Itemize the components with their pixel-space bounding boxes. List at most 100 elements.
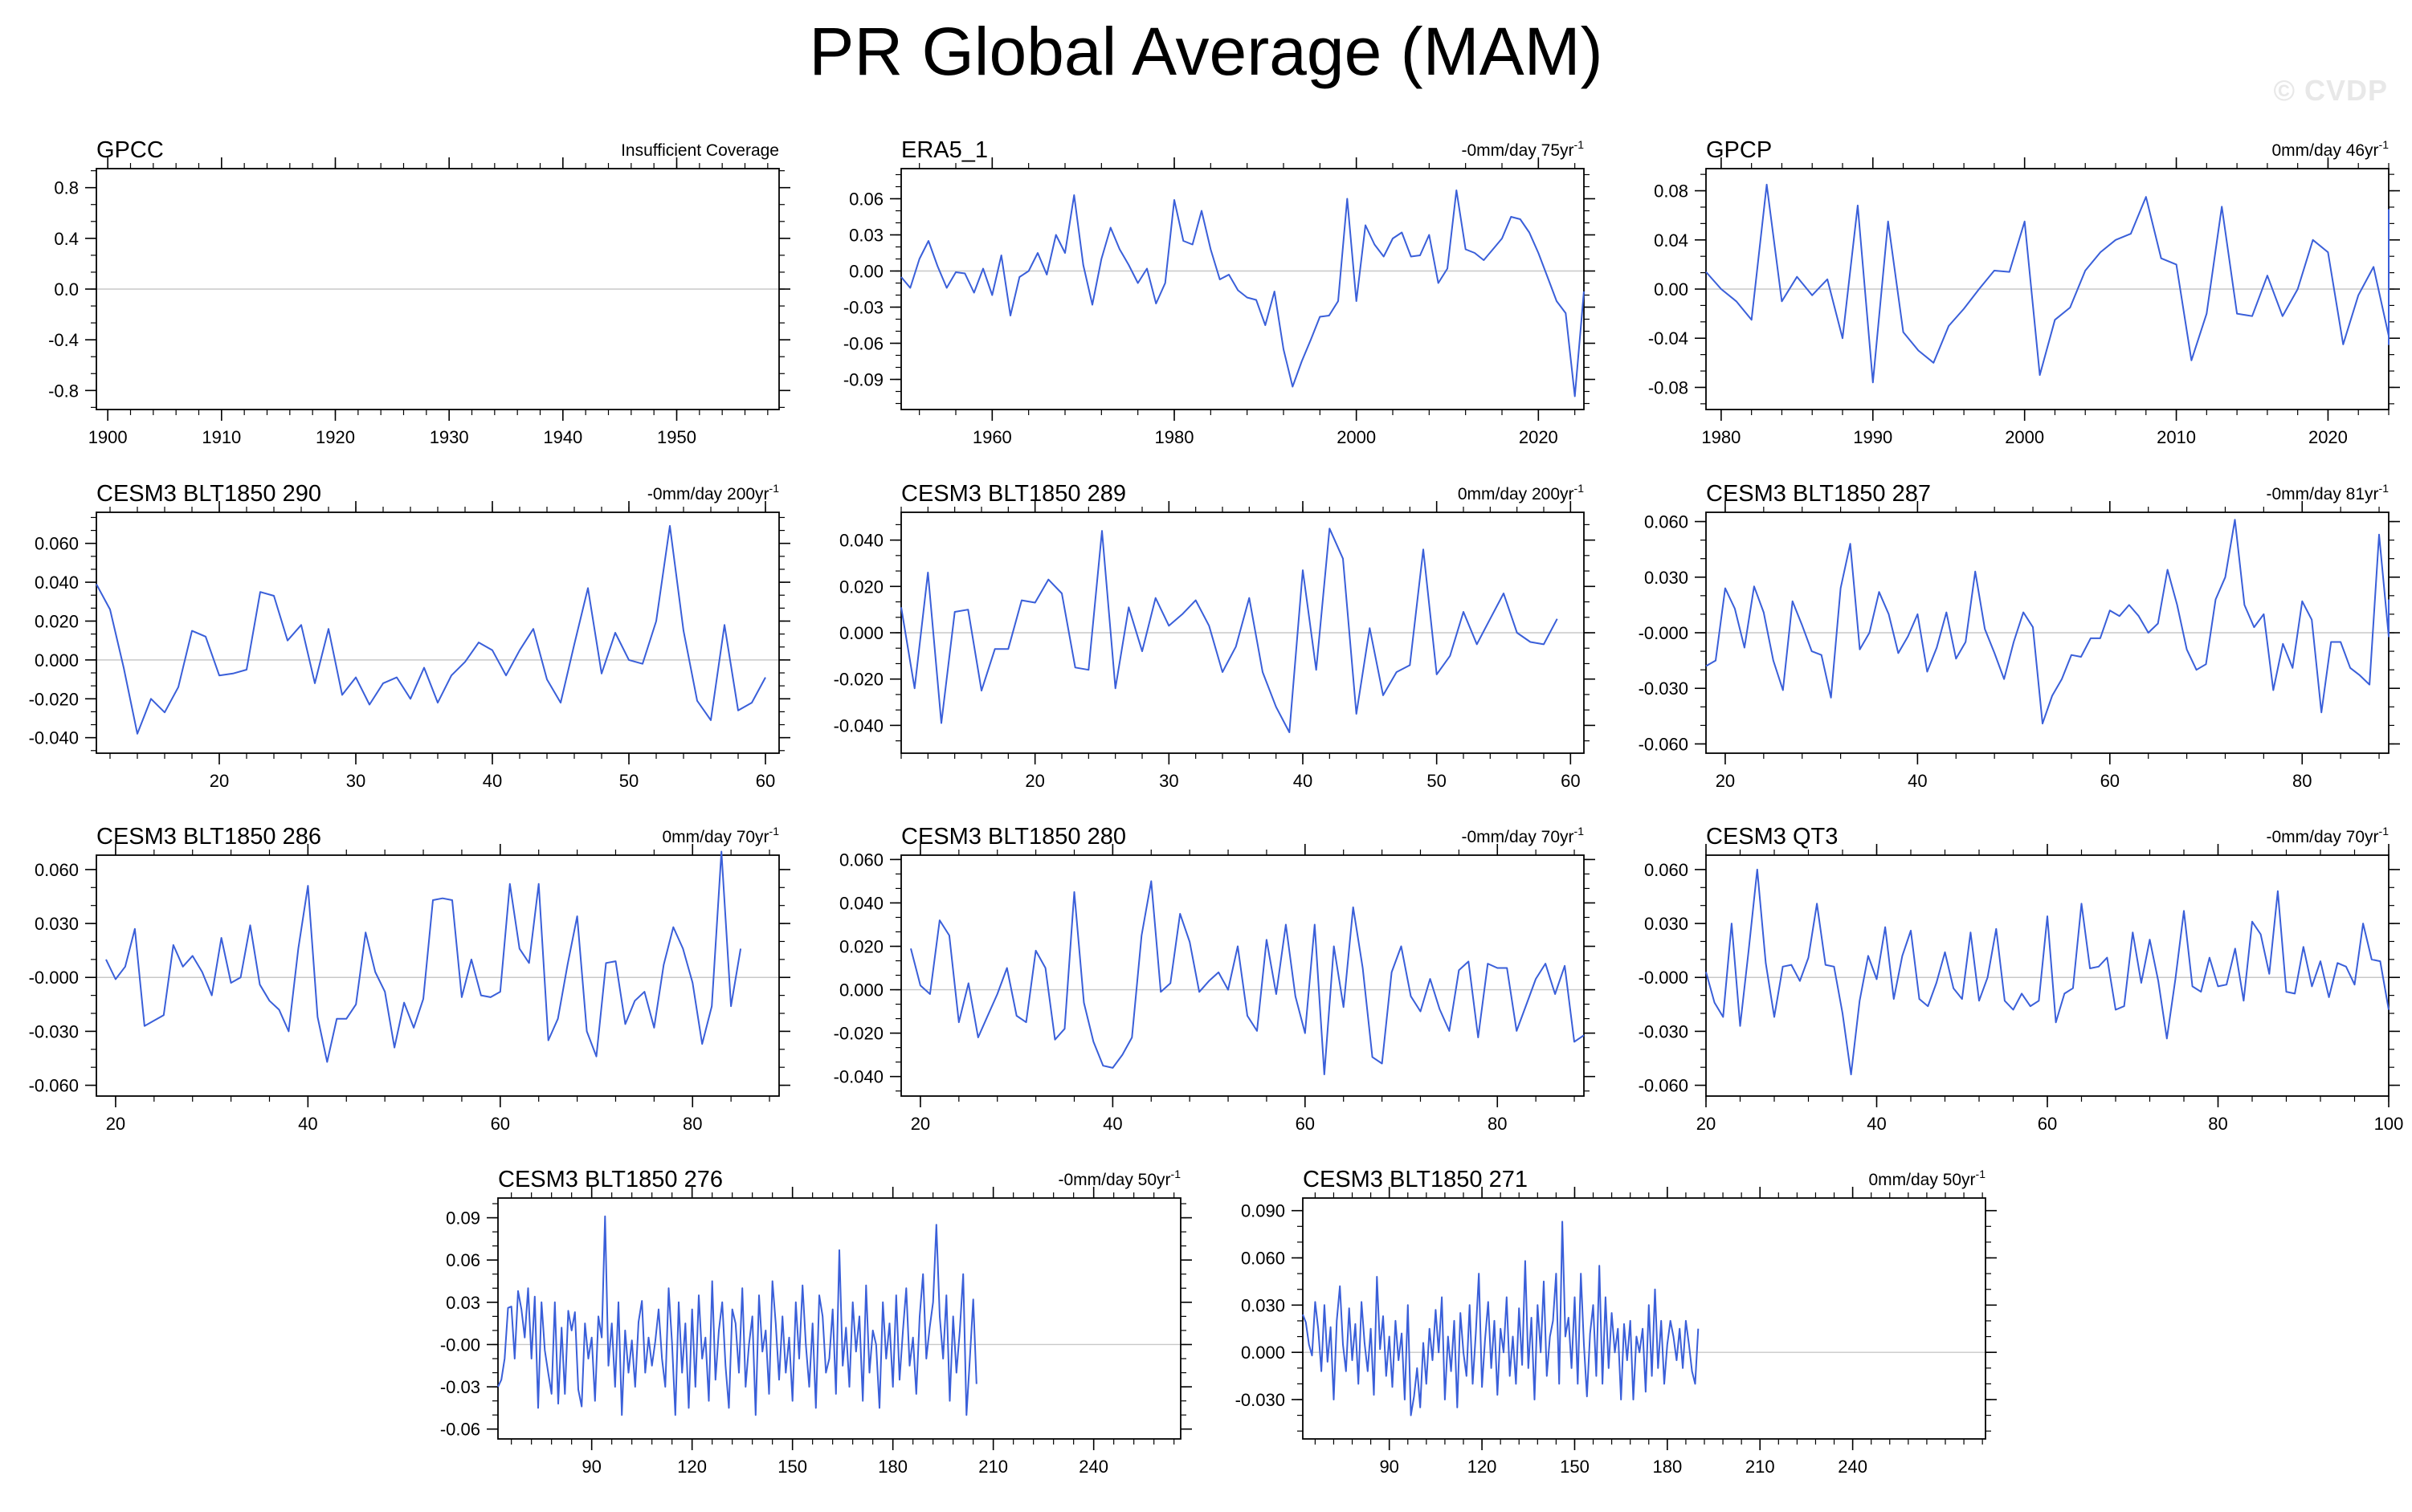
panel-stat-text: Insufficient Coverage [621, 141, 779, 160]
panel-gpcp: GPCP 0mm/day 46yr-1 -0.08 -0.04 0.00 0.04 0.08… [1610, 120, 2412, 450]
panel-era5-1: ERA5_1 -0mm/day 75yr-1 -0.09 -0.06 -0.03 0.00… [805, 120, 1608, 450]
x-tick-label: 150 [1560, 1457, 1590, 1477]
x-tick-label: 80 [683, 1114, 702, 1134]
x-tick-label: 20 [911, 1114, 930, 1134]
y-tick-label: -0.060 [1639, 1076, 1688, 1096]
x-tick-label: 120 [677, 1457, 707, 1477]
series-line [1705, 519, 2390, 725]
x-tick-label: 60 [2100, 771, 2120, 791]
x-tick-label: 40 [1103, 1114, 1122, 1134]
y-tick-label: 0.0 [54, 279, 79, 300]
panel-title: CESM3 BLT1850 289 [901, 481, 1126, 507]
y-tick-label: -0.04 [1648, 328, 1688, 348]
x-tick-label: 20 [1025, 771, 1044, 791]
panel-cesm3-blt1850-290: CESM3 BLT1850 290 -0mm/day 200yr-1 -0.040 -… [0, 464, 803, 793]
x-tick-label: 90 [582, 1457, 601, 1477]
y-tick-label: 0.020 [839, 937, 884, 957]
x-tick-label: 20 [106, 1114, 125, 1134]
stat-main: 0mm/day 200yr [1458, 485, 1574, 503]
y-tick-label: 0.020 [839, 577, 884, 597]
series-line [105, 850, 742, 1063]
x-tick-label: 2010 [2157, 427, 2196, 447]
x-tick-label: 1940 [543, 427, 582, 447]
panel-title: CESM3 BLT1850 276 [498, 1167, 723, 1192]
chart-svg: CESM3 BLT1850 287 -0mm/day 81yr-1 -0.060 -0… [1639, 481, 2400, 791]
panel-cesm3-blt1850-289: CESM3 BLT1850 289 0mm/day 200yr-1 -0.040 -0… [805, 464, 1608, 793]
y-tick-label: 0.000 [1241, 1343, 1285, 1363]
x-tick-label: 80 [1488, 1114, 1507, 1134]
y-tick-label: -0.4 [48, 330, 79, 350]
x-tick-label: 120 [1467, 1457, 1497, 1477]
y-tick-label: 0.060 [1644, 512, 1688, 532]
panel-stat-text: 0mm/day 46yr-1 [2272, 138, 2390, 160]
x-tick-label: 60 [491, 1114, 510, 1134]
panel-stat-text: -0mm/day 70yr-1 [2267, 825, 2390, 846]
x-tick-label: 2000 [1337, 427, 1376, 447]
x-tick-label: 180 [1652, 1457, 1682, 1477]
panel-title: ERA5_1 [901, 137, 988, 163]
x-tick-label: 100 [2374, 1114, 2404, 1134]
y-tick-label: -0.060 [29, 1076, 79, 1096]
x-tick-label: 180 [878, 1457, 908, 1477]
plot-frame [900, 168, 1585, 410]
panel-title: GPCC [96, 137, 164, 163]
stat-exponent: -1 [1574, 482, 1585, 495]
y-tick-label: -0.000 [1639, 968, 1688, 988]
plot-frame [1705, 854, 2390, 1097]
y-tick-label: 0.020 [35, 611, 79, 631]
x-tick-label: 1960 [973, 427, 1012, 447]
x-tick-label: 1950 [657, 427, 696, 447]
panel-title: CESM3 BLT1850 287 [1706, 481, 1931, 507]
plot-frame [96, 511, 780, 754]
y-tick-label: -0.060 [1639, 734, 1688, 754]
series-line [900, 528, 1558, 733]
cvdp-watermark: © CVDP [2273, 74, 2388, 107]
x-tick-label: 40 [1867, 1114, 1886, 1134]
y-tick-label: 0.06 [446, 1250, 480, 1270]
y-tick-label: -0.03 [843, 298, 884, 318]
x-tick-label: 40 [483, 771, 502, 791]
panel-gpcc: GPCC Insufficient Coverage -0.8 -0.4 0.0 0.4 0… [0, 120, 803, 450]
x-tick-label: 30 [1159, 771, 1178, 791]
panel-stat-text: -0mm/day 50yr-1 [1059, 1168, 1182, 1189]
chart-svg: CESM3 QT3 -0mm/day 70yr-1 -0.060 -0.030 -0.0… [1639, 824, 2404, 1134]
panel-title: CESM3 BLT1850 286 [96, 824, 321, 850]
y-tick-label: 0.00 [1654, 279, 1688, 300]
y-tick-label: -0.000 [1639, 623, 1688, 643]
plot-frame [1302, 1197, 1986, 1440]
stat-exponent: -1 [769, 482, 780, 495]
chart-svg: CESM3 BLT1850 280 -0mm/day 70yr-1 -0.040 -0… [834, 824, 1595, 1134]
x-tick-label: 1920 [316, 427, 355, 447]
y-tick-label: 0.060 [1644, 860, 1688, 880]
y-tick-label: 0.030 [1241, 1295, 1285, 1315]
x-tick-label: 80 [2208, 1114, 2227, 1134]
stat-main: -0mm/day 75yr [1462, 141, 1574, 160]
panel-stat-text: -0mm/day 70yr-1 [1462, 825, 1585, 846]
panel-stat-text: -0mm/day 81yr-1 [2267, 482, 2390, 503]
y-tick-label: 0.000 [35, 650, 79, 670]
figure-title: PR Global Average (MAM) [809, 14, 1603, 89]
stat-main: -0mm/day 81yr [2267, 485, 2379, 503]
x-tick-label: 50 [1426, 771, 1446, 791]
x-tick-label: 1910 [202, 427, 241, 447]
x-tick-label: 20 [1696, 1114, 1716, 1134]
x-tick-label: 1990 [1853, 427, 1892, 447]
y-tick-label: -0.030 [1235, 1390, 1285, 1410]
x-tick-label: 40 [1908, 771, 1927, 791]
x-tick-label: 1900 [88, 427, 128, 447]
y-tick-label: 0.4 [54, 229, 79, 249]
panel-title: CESM3 QT3 [1706, 824, 1838, 850]
y-tick-label: -0.08 [1648, 377, 1688, 397]
stat-main: -0mm/day 70yr [1462, 828, 1574, 846]
y-tick-label: -0.030 [1639, 1021, 1688, 1041]
panel-cesm3-blt1850-276: CESM3 BLT1850 276 -0mm/day 50yr-1 -0.06 -0.… [402, 1150, 1205, 1479]
y-tick-label: 0.04 [1654, 230, 1688, 251]
chart-svg: ERA5_1 -0mm/day 75yr-1 -0.09 -0.06 -0.03 0.00… [843, 137, 1595, 447]
y-tick-label: 0.060 [35, 860, 79, 880]
stat-main: -0mm/day 50yr [1059, 1171, 1171, 1189]
series-line [497, 1215, 977, 1416]
stat-main: 0mm/day 50yr [1869, 1171, 1976, 1189]
y-tick-label: 0.060 [1241, 1249, 1285, 1269]
panel-stat-text: 0mm/day 200yr-1 [1458, 482, 1584, 503]
panel-stat-text: 0mm/day 50yr-1 [1869, 1168, 1986, 1189]
